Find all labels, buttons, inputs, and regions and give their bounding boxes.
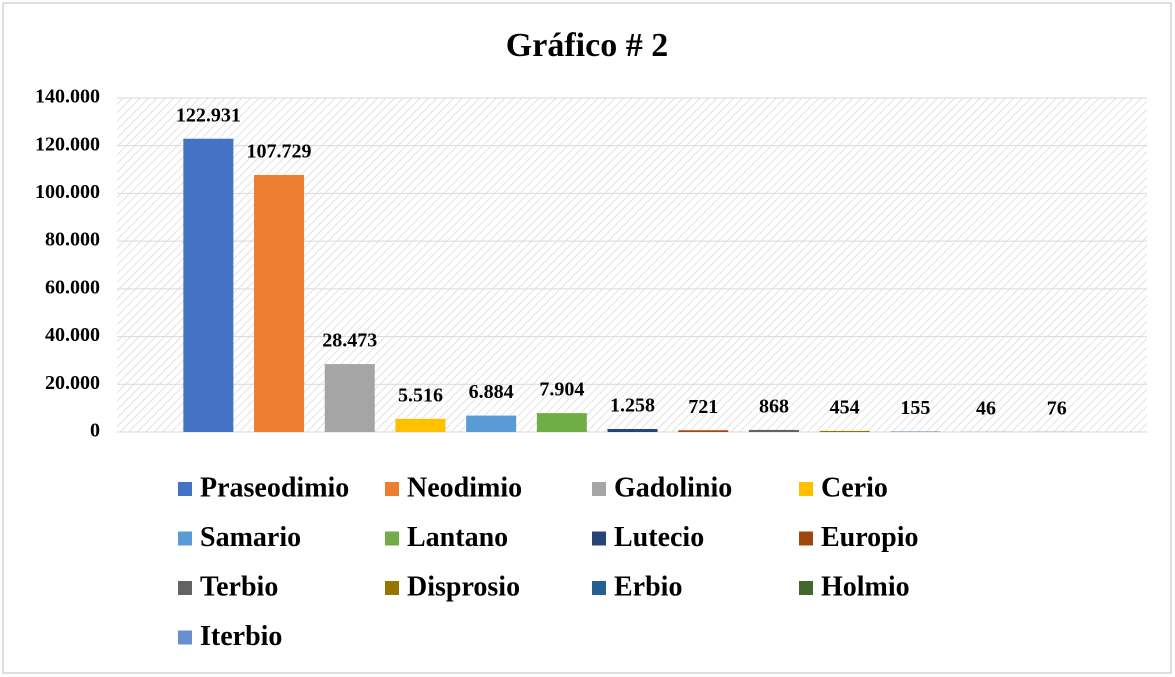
bar xyxy=(678,430,729,432)
legend-swatch xyxy=(385,482,399,496)
data-label: 6.884 xyxy=(469,381,514,403)
legend-swatch xyxy=(178,581,192,595)
legend-label: Europio xyxy=(821,522,919,553)
legend-swatch xyxy=(592,531,606,546)
legend-swatch xyxy=(178,531,192,546)
legend-label: Samario xyxy=(200,522,301,553)
legend-swatch xyxy=(592,482,606,496)
legend-swatch xyxy=(592,581,606,595)
legend-label: Cerio xyxy=(821,472,888,503)
data-label: 5.516 xyxy=(398,384,443,406)
legend-label: Praseodimio xyxy=(200,472,349,503)
legend-label: Neodimio xyxy=(407,472,522,503)
bar xyxy=(748,429,799,432)
legend-label: Gadolinio xyxy=(614,472,732,503)
data-label: 1.258 xyxy=(610,395,655,417)
data-label: 155 xyxy=(900,397,930,419)
data-label: 107.729 xyxy=(247,141,312,163)
legend-label: Lutecio xyxy=(614,522,704,553)
data-label: 454 xyxy=(830,397,860,419)
legend-swatch xyxy=(799,581,813,595)
legend-label: Lantano xyxy=(407,522,508,553)
legend-label: Holmio xyxy=(821,571,910,602)
legend-swatch xyxy=(178,630,192,645)
data-label: 7.904 xyxy=(539,379,584,401)
bar xyxy=(183,138,234,433)
bar xyxy=(324,364,375,432)
bar xyxy=(466,415,517,432)
y-tick-label: 60.000 xyxy=(45,276,100,298)
y-tick-label: 120.000 xyxy=(35,133,100,155)
y-tick-label: 100.000 xyxy=(35,181,100,203)
data-label: 721 xyxy=(688,396,718,418)
legend-swatch xyxy=(385,581,399,595)
bar xyxy=(536,413,587,432)
bar xyxy=(819,430,870,432)
y-tick-label: 20.000 xyxy=(45,372,100,394)
y-tick-label: 40.000 xyxy=(45,324,100,346)
legend-label: Iterbio xyxy=(200,621,282,652)
legend-swatch xyxy=(799,482,813,496)
legend-swatch xyxy=(385,531,399,546)
data-label: 28.473 xyxy=(322,330,377,352)
y-tick-label: 80.000 xyxy=(45,229,100,251)
y-tick-label: 140.000 xyxy=(35,86,100,108)
data-label: 76 xyxy=(1047,397,1067,419)
legend-label: Erbio xyxy=(614,571,682,602)
legend-label: Disprosio xyxy=(407,571,520,602)
data-label: 868 xyxy=(759,396,789,418)
legend-label: Terbio xyxy=(200,571,278,602)
bar xyxy=(254,174,305,432)
chart-title: Gráfico # 2 xyxy=(506,27,668,64)
y-tick-label: 0 xyxy=(90,420,100,442)
bar xyxy=(395,418,446,432)
data-label: 46 xyxy=(976,397,996,419)
legend-swatch xyxy=(799,531,813,546)
bar xyxy=(607,428,658,432)
data-label: 122.931 xyxy=(176,104,241,126)
legend-swatch xyxy=(178,482,192,496)
